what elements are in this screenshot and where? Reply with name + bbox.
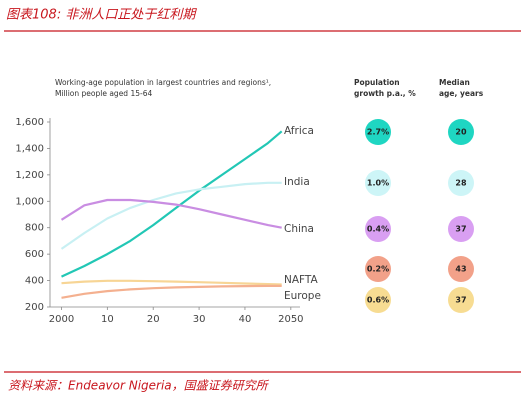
chart-subtitle: Million people aged 15-64	[55, 89, 152, 98]
x-tick-label: 20	[147, 314, 160, 325]
y-tick-label: 1,400	[15, 143, 44, 154]
median-age: 37	[455, 296, 466, 305]
growth-value: 0.2%	[367, 265, 389, 274]
column-header: Median	[439, 78, 470, 87]
x-tick-label: 40	[239, 314, 252, 325]
series-line	[61, 130, 283, 278]
series-line	[61, 279, 282, 286]
badge	[365, 170, 391, 196]
growth-value: 0.4%	[367, 225, 389, 234]
badge	[448, 287, 474, 313]
y-tick-label: 1,600	[15, 117, 44, 128]
y-tick-label: 400	[25, 276, 44, 287]
series-label: Europe	[284, 290, 321, 302]
badge	[448, 170, 474, 196]
x-tick-label: 10	[101, 314, 114, 325]
series-line	[61, 284, 282, 299]
badge	[365, 119, 391, 145]
badge	[365, 287, 391, 313]
series-line	[60, 181, 282, 250]
chart-title: Working-age population in largest countr…	[55, 78, 271, 87]
growth-value: 2.7%	[367, 128, 389, 137]
series-label: NAFTA	[284, 274, 318, 286]
series-label: China	[284, 223, 314, 235]
badge	[365, 256, 391, 282]
x-tick-label: 2050	[278, 314, 303, 325]
series-line	[60, 198, 282, 229]
y-tick-label: 600	[25, 249, 44, 260]
growth-value: 1.0%	[367, 179, 389, 188]
column-header: growth p.a., %	[354, 89, 416, 98]
column-header: age, years	[439, 89, 484, 98]
y-tick-label: 1,200	[15, 170, 44, 181]
y-tick-label: 800	[25, 223, 44, 234]
median-age: 28	[455, 179, 467, 188]
column-header: Population	[354, 78, 400, 87]
x-tick-label: 2000	[49, 314, 74, 325]
badge	[448, 119, 474, 145]
series-label: Africa	[284, 125, 314, 137]
page-title: 图表108: 非洲人口正处于红利期	[6, 8, 197, 23]
source: 资料来源：Endeavor Nigeria，国盛证券研究所	[8, 379, 270, 393]
y-tick-label: 200	[25, 302, 44, 313]
badge	[448, 256, 474, 282]
series-label: India	[284, 176, 310, 188]
median-age: 43	[455, 265, 466, 274]
growth-value: 0.6%	[367, 296, 389, 305]
badge	[365, 216, 391, 242]
median-age: 20	[455, 128, 467, 137]
y-tick-label: 1,000	[15, 196, 44, 207]
x-tick-label: 30	[193, 314, 206, 325]
median-age: 37	[455, 225, 466, 234]
badge	[448, 216, 474, 242]
